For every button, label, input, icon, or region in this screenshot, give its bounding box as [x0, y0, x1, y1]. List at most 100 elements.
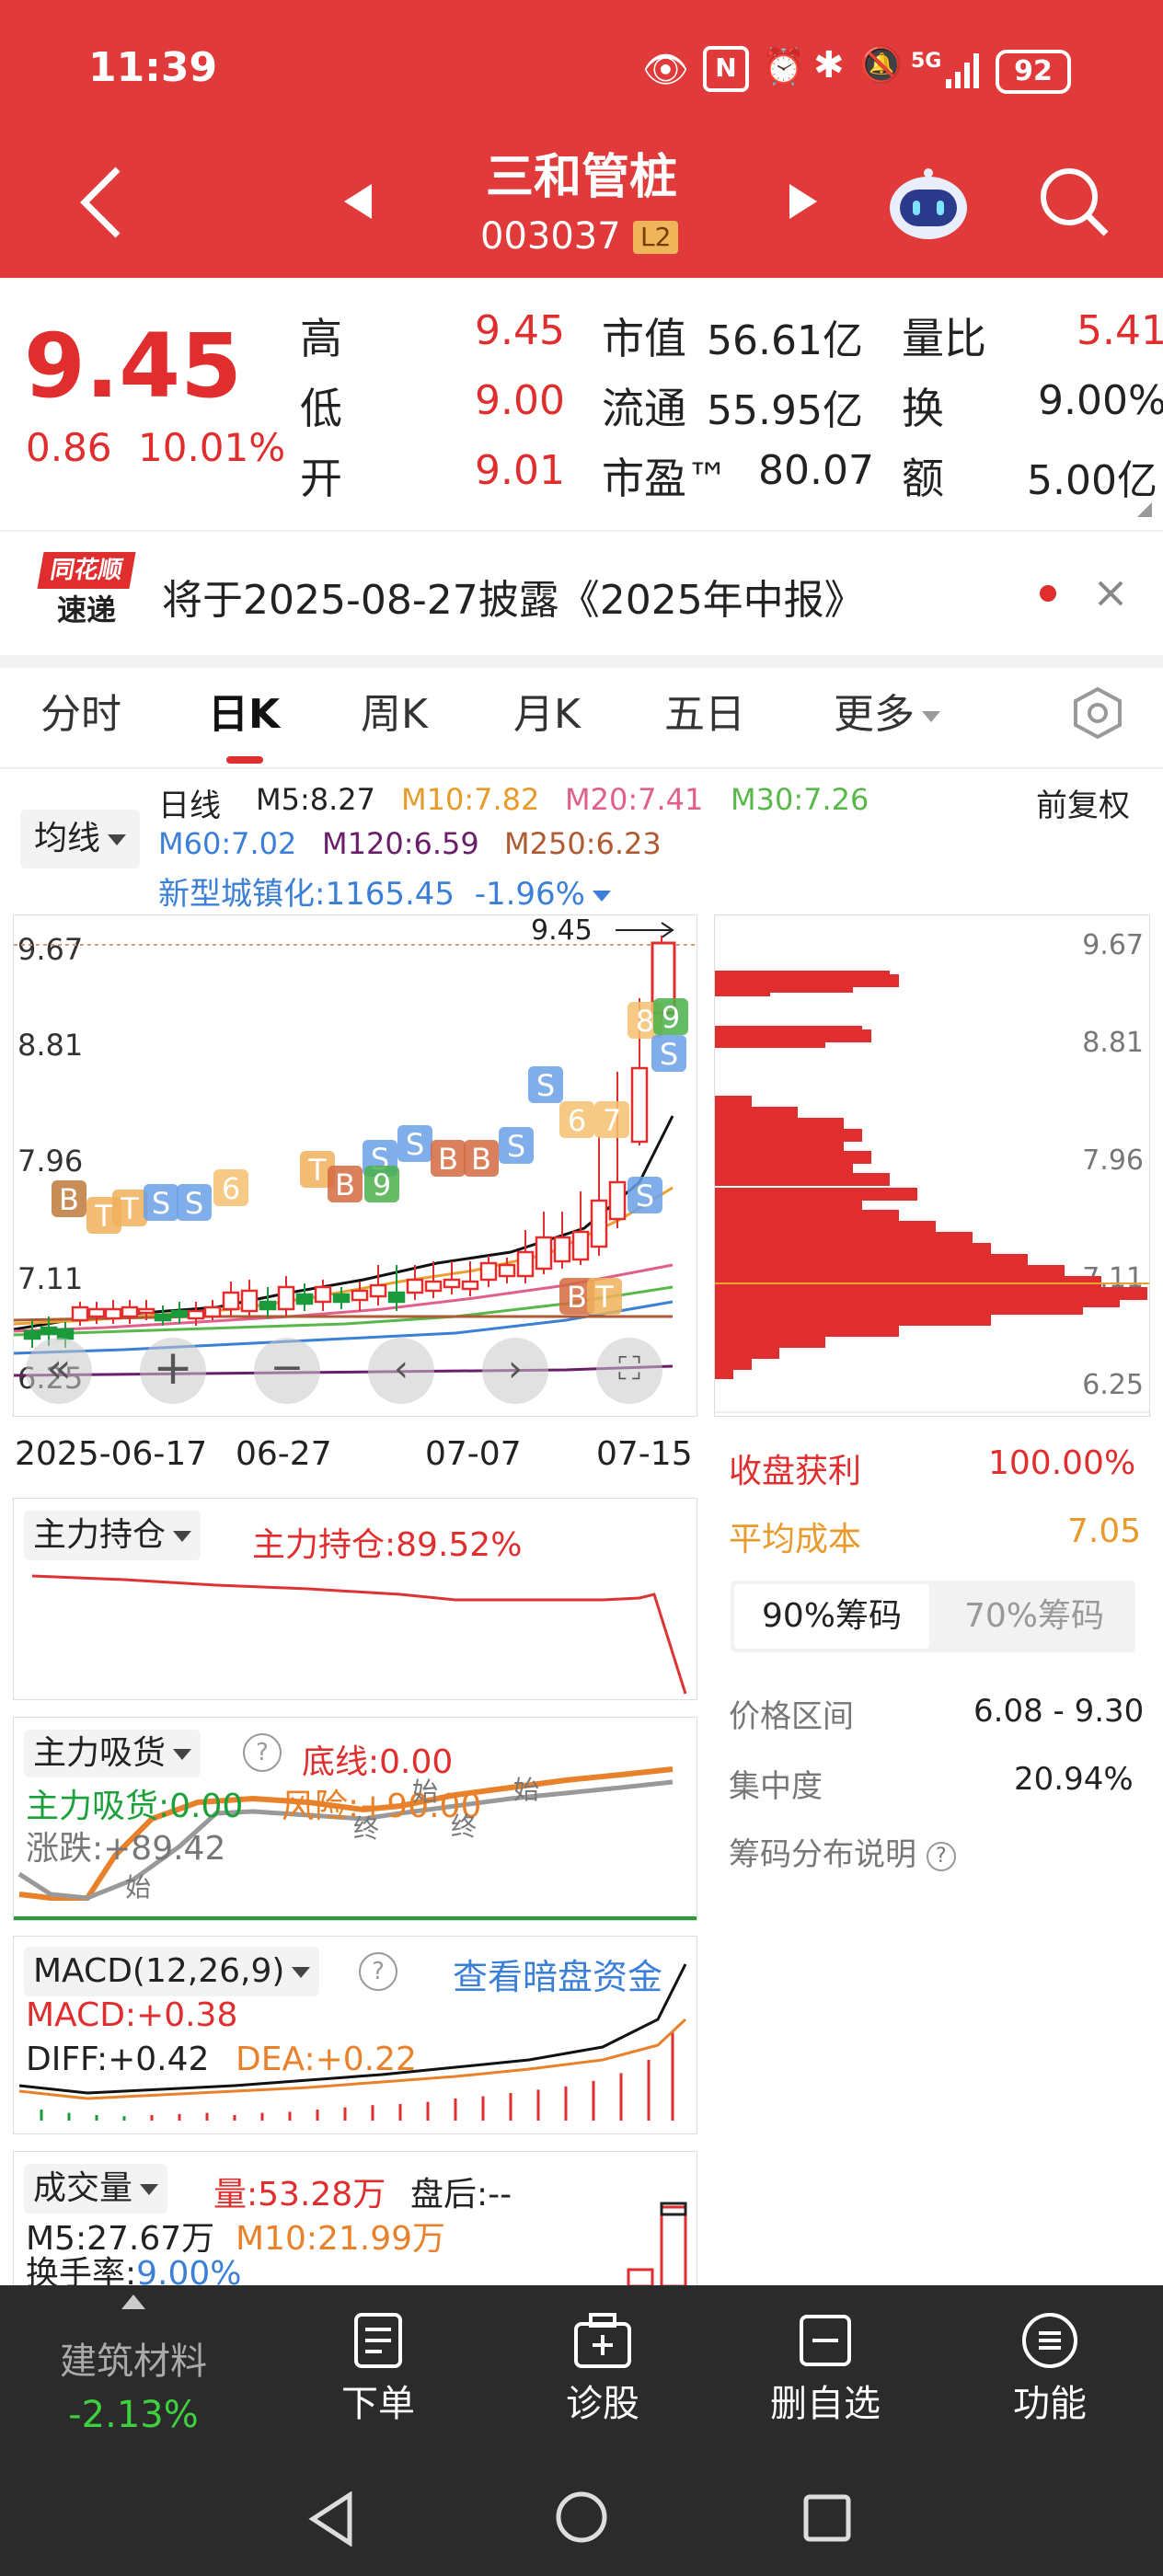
chevron-down-icon [108, 834, 126, 845]
chip-explain-link[interactable]: 筹码分布说明 ? [729, 1829, 956, 1874]
tab-five-day[interactable]: 五日 [664, 691, 745, 738]
fullscreen-icon[interactable]: ⛶ [596, 1338, 662, 1404]
candle-down [154, 1313, 172, 1322]
chip-tick-label: 8.81 [1082, 1027, 1144, 1059]
nav-back-icon[interactable] [307, 2491, 355, 2547]
notice-text[interactable]: 将于2025-08-27披露《2025年中报》 [162, 577, 865, 624]
high-value: 9.45 [475, 307, 565, 354]
help-icon[interactable]: ? [926, 1841, 956, 1871]
candle-down [295, 1293, 314, 1305]
candle-up [104, 1307, 122, 1320]
signal-marker [431, 1140, 466, 1177]
sector-index-value: 新型城镇化:1165.45 [158, 876, 455, 913]
help-icon[interactable]: ? [243, 1733, 282, 1772]
low-label: 低 [300, 384, 342, 433]
zoom-out-icon[interactable]: − [254, 1338, 320, 1404]
holding-selector[interactable]: 主力持仓 [24, 1511, 202, 1560]
chart-controls: « + − ‹ › ⛶ [26, 1334, 662, 1404]
macd-selector-label: MACD(12,26,9) [33, 1952, 285, 1990]
period-label: 日线 [158, 788, 221, 824]
signal-marker [651, 1035, 686, 1072]
help-icon[interactable]: ? [359, 1952, 397, 1991]
tab-weekly-k[interactable]: 周K [361, 691, 428, 738]
chip-bar [715, 1254, 1028, 1267]
divider [0, 767, 1163, 769]
turnover-label: 换 [902, 384, 944, 433]
after-hours-value: 盘后:-- [410, 2176, 512, 2214]
chip-bar [715, 1118, 844, 1131]
ma30-value: M30:7.26 [731, 782, 869, 817]
ma120-value: M120:6.59 [322, 826, 479, 861]
candle-up [424, 1280, 443, 1293]
back-icon[interactable] [77, 164, 123, 241]
menu-icon [1022, 2313, 1077, 2368]
ma-selector[interactable]: 均线 [20, 810, 140, 868]
level-badge: L2 [633, 221, 679, 254]
bottom-toolbar: 建筑材料 -2.13% 下单 诊股 删自选 功能 [0, 2285, 1163, 2460]
high-marker-arrowhead [661, 922, 674, 938]
rewind-icon[interactable]: « [26, 1338, 92, 1404]
settings-hexagon-icon[interactable] [1071, 686, 1124, 740]
battery-icon: 92 [996, 50, 1071, 94]
signal-marker-label: S [185, 1186, 203, 1221]
price-change: 0.86 [26, 425, 112, 470]
pe-value: 80.07 [758, 447, 874, 494]
divider [0, 530, 1163, 532]
volume-selector[interactable]: 成交量 [24, 2164, 168, 2214]
macd-value: MACD:+0.38 [26, 1996, 238, 2034]
system-nav-bar [0, 2460, 1163, 2576]
sector-index[interactable]: 新型城镇化:1165.45 -1.96% [158, 868, 611, 914]
sector-name[interactable]: 建筑材料 [60, 2340, 207, 2383]
dark-pool-link[interactable]: 查看暗盘资金 [453, 1957, 663, 1997]
avg-cost-label: 平均成本 [729, 1521, 862, 1558]
nav-home-icon[interactable] [554, 2490, 609, 2545]
signal-marker [144, 1184, 178, 1221]
turnover-rate: 换手率:9.00% [26, 2256, 242, 2285]
date-label-4: 07-15 [596, 1435, 693, 1473]
search-icon[interactable] [1038, 166, 1111, 239]
robot-assistant-icon[interactable] [885, 166, 972, 243]
nav-recents-icon[interactable] [802, 2493, 852, 2543]
volume-ratio-value: 5.41 [1077, 307, 1163, 354]
chip-bar [715, 1346, 779, 1359]
next-stock-icon[interactable] [788, 182, 819, 221]
candle-up [479, 1261, 498, 1282]
holding-value: 主力持仓:89.52% [252, 1526, 523, 1564]
absorb-start-mark: 始 [125, 1872, 152, 1903]
high-label: 高 [300, 314, 342, 363]
adjust-mode[interactable]: 前复权 [1036, 788, 1130, 824]
scroll-left-icon[interactable]: ‹ [368, 1338, 434, 1404]
volume-ratio-label: 量比 [902, 314, 986, 363]
candle-up [203, 1305, 222, 1318]
candle-up [137, 1307, 155, 1315]
chip-bar [715, 1366, 733, 1379]
tab-chip-70[interactable]: 70%筹码 [963, 1597, 1105, 1635]
expand-corner-icon[interactable] [1137, 502, 1152, 517]
prev-stock-icon[interactable] [342, 182, 374, 221]
signal-marker [559, 1278, 594, 1315]
tab-daily-k[interactable]: 日K [208, 691, 281, 738]
tab-monthly-k[interactable]: 月K [513, 691, 581, 738]
unread-dot [1040, 585, 1056, 602]
chip-bar [715, 1265, 1065, 1278]
zoom-in-icon[interactable]: + [140, 1338, 206, 1404]
chevron-up-icon[interactable] [120, 2293, 147, 2311]
turnover-rate-label: 换手率: [26, 2256, 137, 2285]
tab-chip-90[interactable]: 90%筹码 [734, 1584, 929, 1649]
signal-marker-label: S [406, 1127, 424, 1162]
signal-marker-label: 9 [662, 1000, 680, 1035]
profit-label: 收盘获利 [729, 1453, 862, 1490]
absorb-selector[interactable]: 主力吸货 [24, 1730, 202, 1777]
candle-up [608, 1180, 627, 1221]
chip-tabs: 90%筹码 70%筹码 [731, 1581, 1135, 1652]
tab-more[interactable]: 更多 [834, 681, 940, 740]
macd-selector[interactable]: MACD(12,26,9) [24, 1947, 320, 1996]
candle-up [314, 1285, 332, 1304]
signal-marker [364, 1166, 399, 1202]
signal-marker [328, 1166, 363, 1202]
close-icon[interactable] [1097, 580, 1124, 607]
pe-label: 市盈™ [602, 454, 729, 503]
tab-intraday[interactable]: 分时 [40, 691, 121, 738]
scroll-right-icon[interactable]: › [482, 1338, 548, 1404]
candle-down [259, 1300, 277, 1311]
